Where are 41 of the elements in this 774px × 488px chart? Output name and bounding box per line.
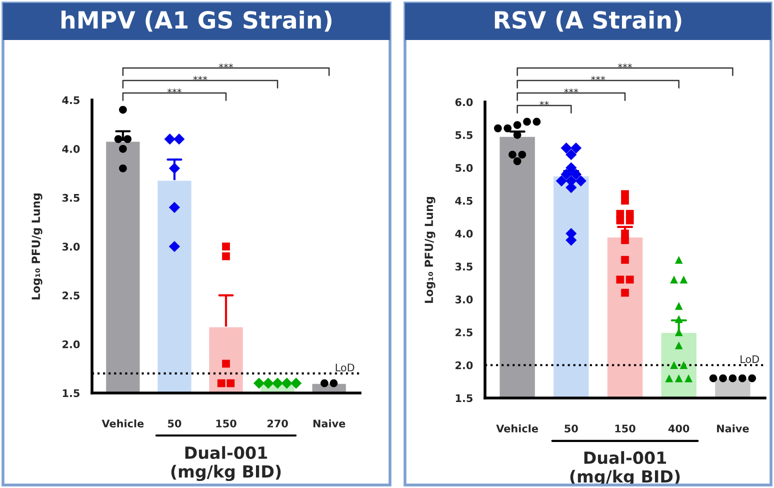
y-tick-label: 1.5 [456, 394, 472, 402]
y-tick-label: 5.5 [456, 131, 472, 139]
text: *** [591, 76, 606, 80]
x-tick-label: Naive [313, 419, 346, 428]
y-tick-label: 4.0 [62, 145, 80, 153]
x-tick-label: Naive [717, 424, 749, 432]
x-tick-label: 400 [668, 424, 690, 432]
text: *** [193, 76, 208, 80]
text: *** [564, 88, 578, 93]
chart-title: RSV (A Strain) [494, 10, 682, 32]
ref-line-label: LoD [336, 364, 354, 372]
y-tick-label: 3.5 [62, 194, 80, 202]
y-tick-label: 2.0 [456, 361, 473, 370]
x-tick-label: 50 [168, 420, 182, 428]
x-tick-label: Vehicle [496, 424, 538, 432]
y-tick-label: 6.0 [455, 98, 473, 106]
x-tick-label: 270 [267, 420, 288, 428]
x-tick-label: Vehicle [102, 419, 144, 428]
y-axis-title: Log₁₀ PFU/g Lung [424, 197, 436, 303]
x-tick-label: 150 [615, 424, 636, 432]
text: *** [167, 88, 182, 93]
y-tick-label: 3.5 [455, 262, 472, 271]
y-tick-label: 1.5 [62, 389, 80, 398]
text: *** [618, 63, 632, 68]
y-tick-label: 2.5 [456, 328, 472, 336]
ref-line-label: LoD [740, 355, 759, 364]
x-tick-label: 150 [216, 420, 236, 428]
y-axis-title: Log₁₀ PFU/g Lung [32, 194, 42, 300]
y-tick-label: 3.0 [455, 296, 473, 304]
x-axis-title: Dual-001 (mg/kg BID) [171, 446, 281, 482]
annotation: ** [540, 100, 549, 106]
y-tick-label: 5.0 [456, 164, 473, 172]
y-tick-label: 2.0 [62, 340, 80, 348]
x-tick-label: 50 [564, 424, 578, 432]
y-tick-label: 4.0 [455, 230, 473, 238]
y-tick-label: 4.5 [455, 197, 472, 205]
y-tick-label: 4.5 [62, 96, 80, 104]
y-tick-label: 2.5 [62, 292, 80, 300]
chart-title: hMPV (A1 GS Strain) [61, 10, 332, 32]
y-tick-label: 3.0 [62, 242, 80, 251]
text: *** [219, 63, 233, 68]
